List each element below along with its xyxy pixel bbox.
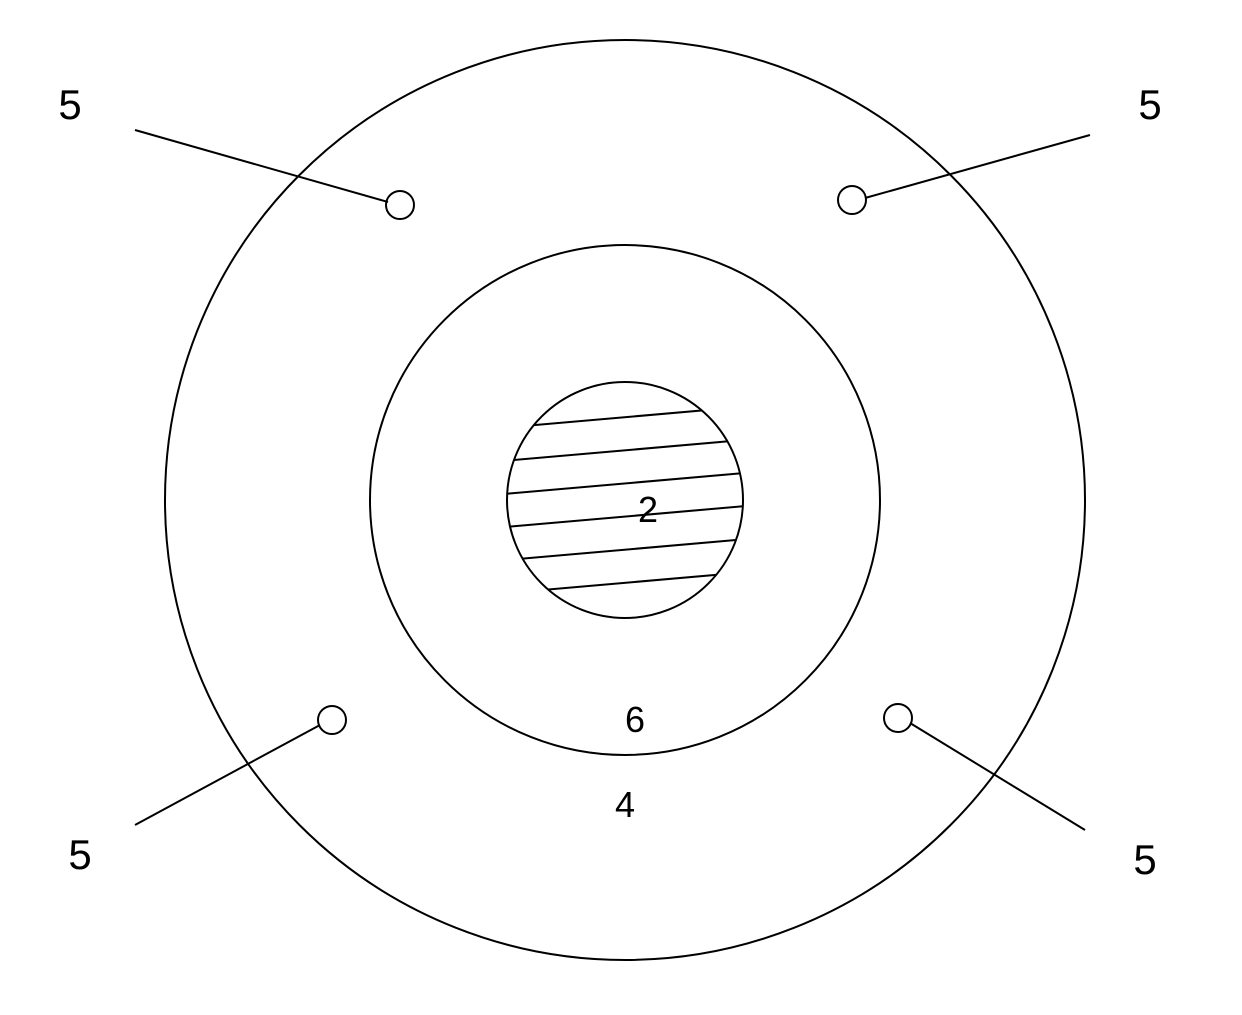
- small-hole-3: [884, 704, 912, 732]
- callout-line-1: [865, 135, 1090, 198]
- inner-region-label: 2: [638, 489, 658, 531]
- callout-label-0: 5: [58, 81, 81, 129]
- middle-region-label: 6: [625, 699, 645, 741]
- diagram-svg: [0, 0, 1242, 1015]
- callout-label-1: 5: [1138, 81, 1161, 129]
- callout-label-2: 5: [68, 831, 91, 879]
- small-hole-2: [318, 706, 346, 734]
- callout-line-3: [910, 723, 1085, 830]
- small-hole-0: [386, 191, 414, 219]
- callout-line-0: [135, 130, 388, 202]
- outer-region-label: 4: [615, 784, 635, 826]
- middle-circle: [370, 245, 880, 755]
- inner-hatch: [324, 392, 926, 608]
- callout-line-2: [135, 725, 320, 825]
- callout-label-3: 5: [1133, 836, 1156, 884]
- diagram-canvas: 5 5 5 5 4 6 2: [0, 0, 1242, 1015]
- small-hole-1: [838, 186, 866, 214]
